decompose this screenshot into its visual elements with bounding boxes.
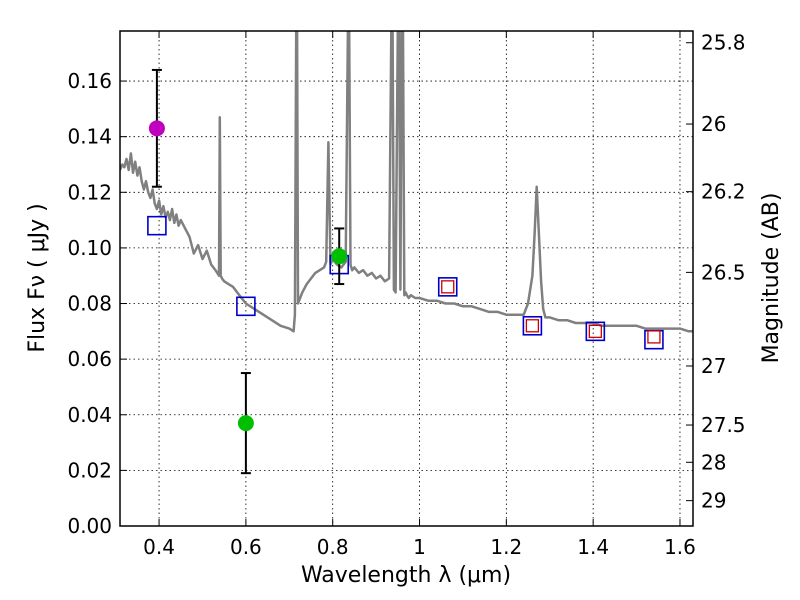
plot-area — [120, 31, 693, 526]
x-tick-label: 0.4 — [143, 535, 175, 559]
x-tick-label: 1.2 — [490, 535, 522, 559]
model-square-point — [147, 215, 167, 236]
y-tick-label: 0.12 — [67, 180, 112, 204]
right-tick-label: 25.8 — [701, 31, 746, 55]
right-tick-label: 28 — [701, 450, 726, 474]
right-tick-label: 29 — [701, 489, 726, 513]
observed-square-point — [647, 330, 661, 344]
x-tick-label: 1 — [413, 535, 426, 559]
observed-point — [331, 248, 348, 265]
model-square-point — [437, 277, 458, 297]
y-axis-label: Flux Fν ( μJy ) — [25, 203, 50, 352]
marker-layer — [147, 68, 664, 475]
axis-layer: 0.4 0.6 0.8 1 1.2 1.4 1.6 0.00 0.02 0.04 0.06 0.08 0… — [67, 31, 745, 559]
model-square-point — [585, 321, 606, 342]
observed-square-point — [588, 324, 602, 338]
right-tick-label: 27.5 — [701, 413, 746, 437]
model-square-point — [236, 296, 256, 317]
y-tick-label: 0.14 — [67, 125, 112, 149]
right-tick-label: 26.5 — [701, 260, 746, 284]
y-axis-right-label: Magnitude (AB) — [759, 193, 784, 364]
y-tick-label: 0.04 — [67, 403, 112, 427]
x-tick-label: 0.6 — [230, 535, 262, 559]
x-axis-label: Wavelength λ (μm) — [301, 563, 511, 588]
y-tick-label: 0.00 — [67, 514, 112, 538]
x-tick-label: 0.8 — [317, 535, 349, 559]
observed-point — [237, 415, 254, 432]
observed-square-point — [525, 319, 540, 333]
right-tick-label: 26.2 — [701, 180, 746, 204]
x-tick-label: 1.6 — [664, 535, 696, 559]
right-tick-label: 27 — [701, 354, 726, 378]
plot-frame — [119, 30, 694, 527]
y-tick-label: 0.16 — [67, 69, 112, 93]
observed-point — [148, 120, 165, 137]
observed-square-point — [441, 280, 455, 294]
right-tick-label: 26 — [701, 112, 726, 136]
y-tick-label: 0.06 — [67, 347, 112, 371]
x-tick-label: 1.4 — [577, 535, 609, 559]
y-tick-label: 0.02 — [67, 458, 112, 482]
y-tick-label: 0.08 — [67, 292, 112, 316]
y-tick-label: 0.10 — [67, 236, 112, 260]
model-square-point — [522, 315, 543, 336]
